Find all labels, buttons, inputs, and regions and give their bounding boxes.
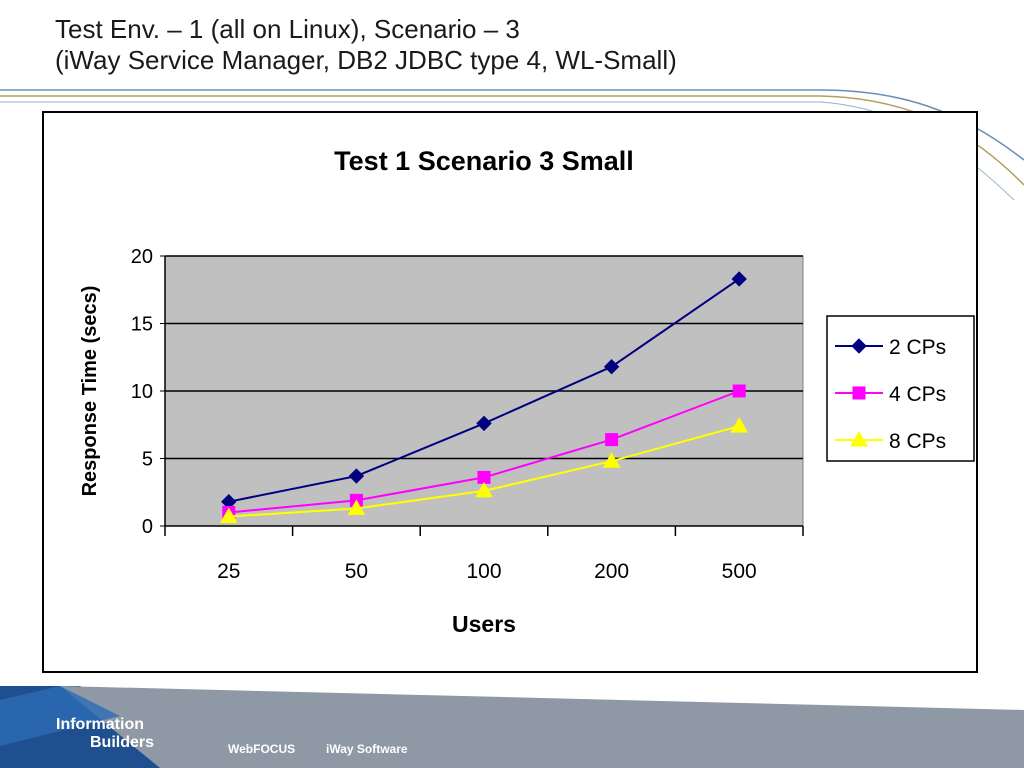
legend-label: 2 CPs <box>889 336 946 359</box>
legend-marker <box>852 386 866 400</box>
x-tick-label: 50 <box>345 560 368 583</box>
y-tick-label: 20 <box>131 246 153 268</box>
footer-link-iway[interactable]: iWay Software <box>326 742 408 756</box>
data-point <box>219 507 238 524</box>
y-tick-label: 5 <box>142 449 153 471</box>
x-axis-label: Users <box>452 611 516 637</box>
data-point <box>603 358 620 375</box>
logo-line2: Builders <box>90 734 155 751</box>
chart-title: Test 1 Scenario 3 Small <box>334 146 634 176</box>
data-point <box>347 499 366 515</box>
chart: Test 1 Scenario 3 Small 0 5 10 15 20 25 50 100 20… <box>79 146 975 637</box>
legend <box>826 315 975 462</box>
data-point <box>476 415 492 432</box>
footer-bar <box>0 686 1024 768</box>
y-tick-label: 10 <box>131 381 153 403</box>
logo: Information Builders <box>56 716 154 752</box>
legend-marker <box>851 338 867 354</box>
data-point <box>477 470 491 484</box>
y-tick-label: 0 <box>142 516 153 538</box>
x-tick-label: 25 <box>217 560 240 583</box>
legend-label: 4 CPs <box>889 383 946 406</box>
legend-label: 8 CPs <box>889 430 946 453</box>
y-axis-label: Response Time (secs) <box>79 286 101 497</box>
data-point <box>605 433 619 447</box>
x-tick-label: 100 <box>466 560 501 583</box>
data-point <box>731 271 747 287</box>
legend-marker <box>850 430 868 447</box>
chart-frame: Test 1 Scenario 3 Small 0 5 10 15 20 25 50 100 20… <box>42 111 978 673</box>
footer-link-webfocus[interactable]: WebFOCUS <box>228 742 296 756</box>
data-point <box>732 384 746 398</box>
x-tick-label: 500 <box>722 560 757 583</box>
logo-line1: Information <box>56 716 144 733</box>
data-point <box>730 417 749 433</box>
data-point <box>348 468 365 484</box>
slide-title: Test Env. – 1 (all on Linux), Scenario –… <box>55 14 677 76</box>
slide-title-line1: Test Env. – 1 (all on Linux), Scenario –… <box>55 14 520 44</box>
data-point <box>602 452 621 468</box>
y-tick-label: 15 <box>131 314 153 336</box>
data-point <box>475 481 493 498</box>
slide-title-line2: (iWay Service Manager, DB2 JDBC type 4, … <box>55 45 677 75</box>
x-tick-label: 200 <box>594 560 629 583</box>
